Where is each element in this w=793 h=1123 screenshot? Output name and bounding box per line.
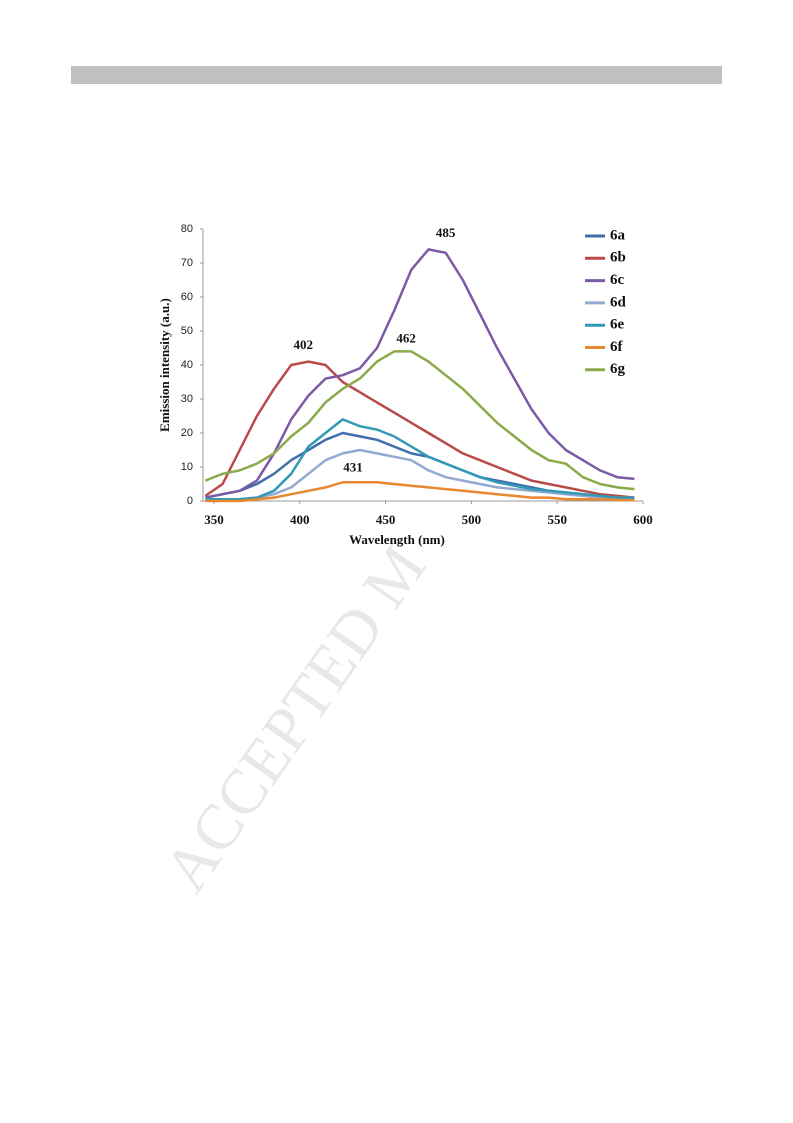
legend-label: 6f (610, 339, 624, 355)
legend-label: 6e (610, 317, 625, 333)
series-line (205, 248, 635, 499)
annotation: 402 (293, 337, 313, 352)
x-tick-label: 450 (376, 512, 396, 527)
y-tick-label: 30 (181, 393, 193, 405)
legend-label: 6a (610, 227, 626, 243)
y-tick-label: 40 (181, 359, 193, 371)
annotation: 485 (436, 225, 456, 240)
y-tick-label: 20 (181, 427, 193, 439)
legend-label: 6d (610, 294, 627, 310)
x-tick-label: 350 (204, 512, 224, 527)
annotation: 431 (343, 460, 363, 475)
header-bar (71, 66, 722, 84)
y-tick-label: 0 (187, 495, 193, 507)
legend-label: 6c (610, 272, 625, 288)
legend-label: 6g (610, 361, 626, 377)
y-axis-title: Emission intensity (a.u.) (157, 298, 172, 432)
x-axis-title: Wavelength (nm) (349, 532, 445, 547)
series-line (205, 481, 635, 503)
series-line (205, 418, 635, 501)
series-line (204, 360, 635, 499)
y-tick-label: 60 (181, 291, 193, 303)
legend-label: 6b (610, 250, 626, 266)
y-tick-label: 80 (181, 223, 193, 235)
x-tick-label: 400 (290, 512, 310, 527)
y-tick-label: 70 (181, 257, 193, 269)
watermark: ACCEPTED M (150, 532, 440, 903)
x-tick-label: 500 (462, 512, 482, 527)
x-tick-label: 550 (547, 512, 567, 527)
series-line (204, 350, 635, 491)
series-line (205, 448, 635, 501)
annotation: 462 (396, 330, 416, 345)
y-tick-label: 10 (181, 461, 193, 473)
y-tick-label: 50 (181, 325, 193, 337)
x-tick-label: 600 (633, 512, 653, 527)
